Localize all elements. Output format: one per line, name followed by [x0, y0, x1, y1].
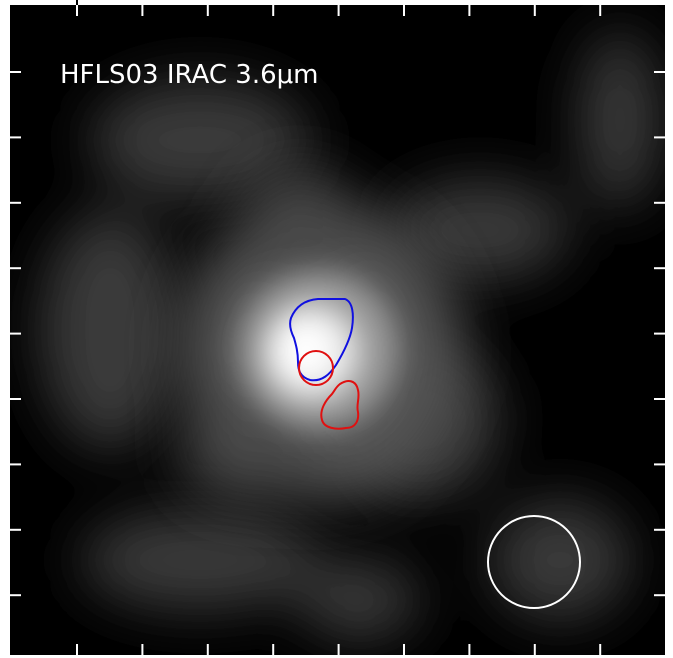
figure: HFLS03 IRAC 3.6μm — [0, 0, 673, 658]
image-label: HFLS03 IRAC 3.6μm — [60, 60, 319, 90]
